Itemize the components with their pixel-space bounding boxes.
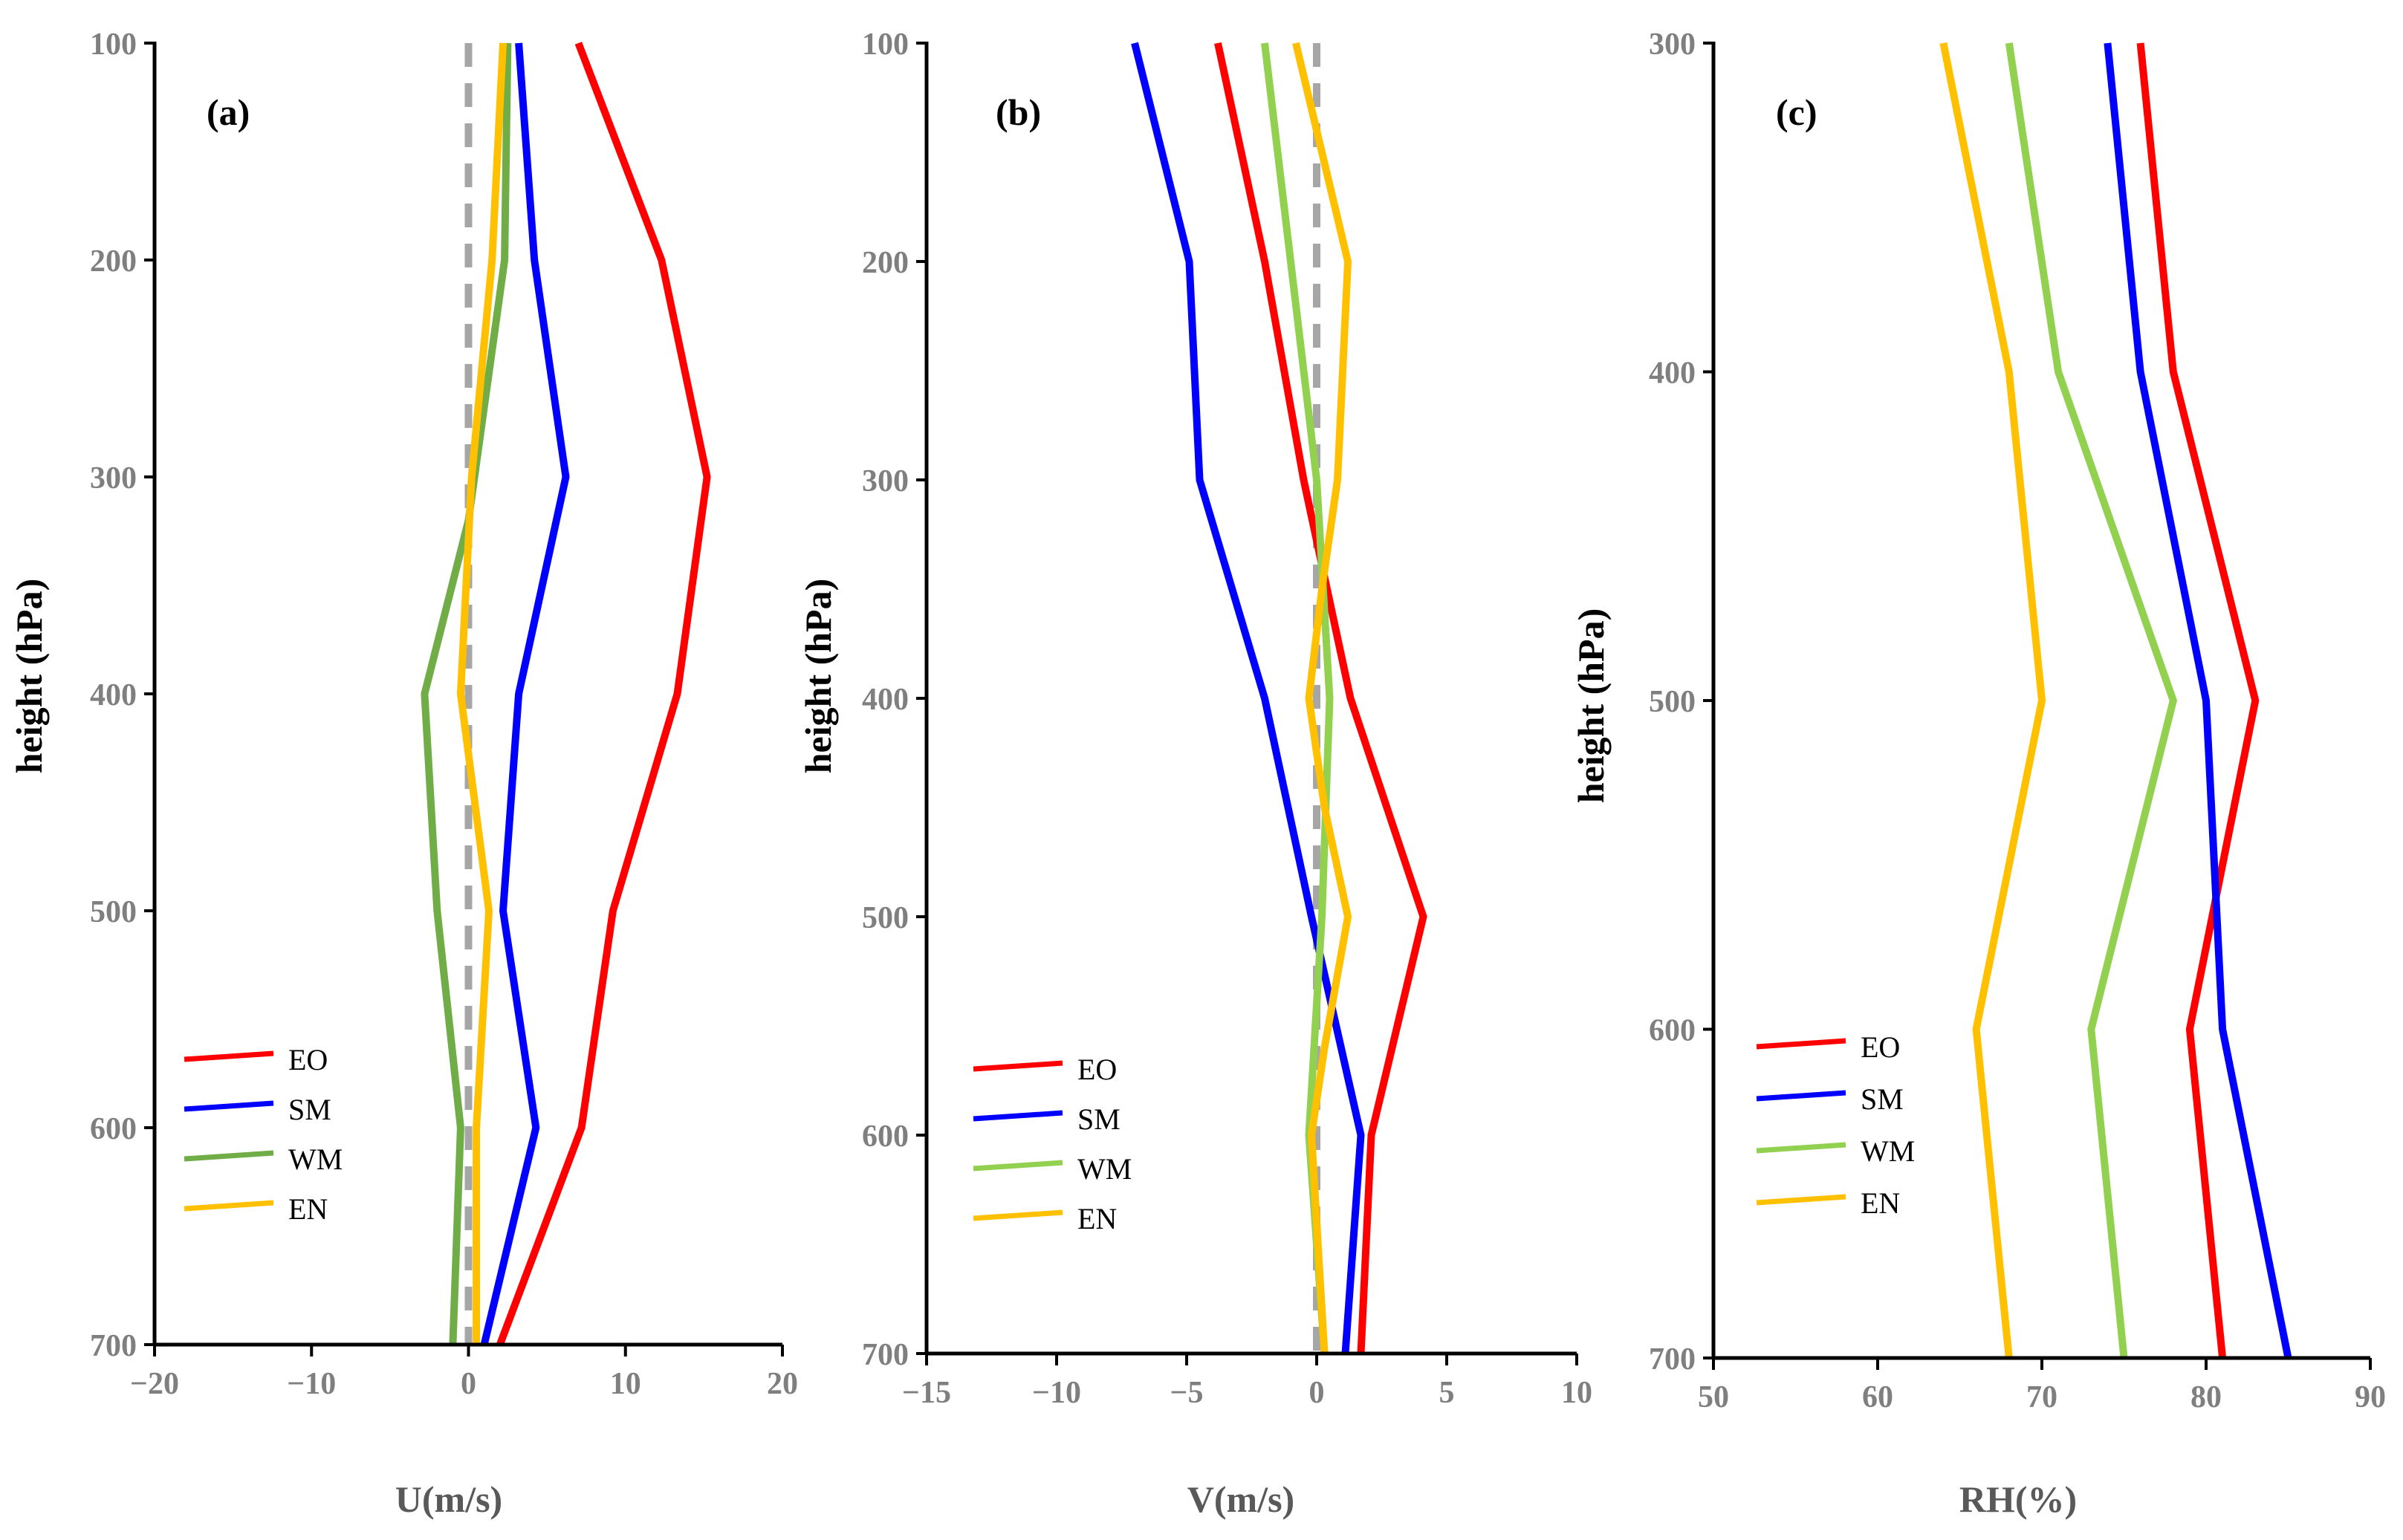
panel-label: (c) (1776, 91, 1817, 133)
legend-swatch-eo (1756, 1038, 1846, 1050)
legend-swatch-en (973, 1209, 1063, 1221)
x-tick-label: 60 (1862, 1380, 1893, 1414)
legend-swatch-sm (1756, 1090, 1846, 1102)
y-tick-label: 700 (1649, 1342, 1696, 1377)
x-tick-label: −5 (1170, 1376, 1204, 1410)
series-line-wm (2005, 42, 2178, 1359)
legend-swatch-eo (973, 1060, 1063, 1072)
y-axis-title: height (hPa) (1570, 608, 1612, 804)
legend-label-wm: WM (1861, 1134, 1915, 1168)
legend-label-eo: EO (1077, 1053, 1117, 1086)
series-line-wm (421, 42, 512, 1345)
legend: EO SM WM EN (1756, 1030, 1915, 1220)
x-tick-label: 20 (767, 1367, 798, 1401)
series-line-sm (480, 42, 570, 1346)
y-tick-label: 300 (1649, 27, 1696, 62)
x-axis-title: U(m/s) (395, 1478, 502, 1520)
y-tick-label: 500 (1649, 685, 1696, 719)
series-line-en (1292, 42, 1352, 1354)
legend-swatch-wm (1756, 1142, 1846, 1154)
panel-b: (b) V(m/s) height (hPa) −15 −10 −5 0 5 10 100 2… (797, 27, 1592, 1520)
legend-swatch-en (1756, 1194, 1846, 1206)
legend-label-en: EN (288, 1192, 328, 1226)
x-tick-label: 10 (610, 1367, 641, 1401)
y-tick-label: 100 (862, 27, 909, 62)
legend-label-en: EN (1077, 1202, 1117, 1235)
x-tick-label: −15 (902, 1376, 951, 1410)
x-tick-label: 80 (2190, 1380, 2222, 1414)
panel-label: (a) (207, 91, 250, 133)
y-tick-label: 600 (862, 1120, 909, 1154)
y-tick-label: 400 (90, 678, 137, 712)
legend-swatch-eo (184, 1050, 274, 1062)
series-line-en (1939, 42, 2046, 1359)
legend: EO SM WM EN (973, 1053, 1132, 1235)
series-line-en (456, 42, 507, 1345)
series-line-eo (2136, 42, 2260, 1359)
x-tick-label: 50 (1698, 1380, 1729, 1414)
legend-label-sm: SM (1861, 1082, 1904, 1116)
y-tick-label: 100 (90, 27, 137, 62)
x-tick-label: −10 (287, 1367, 336, 1401)
x-tick-label: −20 (130, 1367, 179, 1401)
x-tick-label: 70 (2026, 1380, 2057, 1414)
y-tick-label: 200 (862, 246, 909, 280)
series-line-sm (1131, 42, 1365, 1354)
panel-c: (c) RH(%) height (hPa) 50 60 70 80 90 300 400 5… (1570, 27, 2386, 1520)
series-line-sm (2104, 42, 2292, 1359)
legend-label-wm: WM (1077, 1152, 1132, 1186)
panel-label: (b) (996, 91, 1041, 133)
legend-label-sm: SM (1077, 1102, 1121, 1136)
y-tick-label: 300 (862, 464, 909, 498)
legend: EO SM WM EN (184, 1043, 343, 1226)
y-tick-label: 700 (90, 1329, 137, 1363)
legend-label-sm: SM (288, 1093, 331, 1126)
x-tick-label: 5 (1439, 1376, 1455, 1410)
panel-a: (a) U(m/s) height (hPa) −20 −10 0 10 20 100 20… (8, 27, 798, 1520)
y-tick-label: 600 (1649, 1014, 1696, 1048)
y-tick-label: 500 (862, 901, 909, 935)
y-tick-label: 500 (90, 895, 137, 929)
series-line-eo (496, 42, 711, 1346)
y-tick-label: 400 (1649, 357, 1696, 391)
legend-swatch-wm (184, 1150, 274, 1162)
y-tick-label: 400 (862, 683, 909, 717)
y-tick-label: 200 (90, 244, 137, 279)
y-axis-title: height (hPa) (797, 579, 839, 774)
legend-label-eo: EO (288, 1043, 328, 1076)
series-line-eo (1214, 42, 1427, 1354)
legend-label-wm: WM (288, 1143, 343, 1176)
x-tick-label: −10 (1032, 1376, 1081, 1410)
legend-swatch-sm (973, 1110, 1063, 1122)
y-tick-label: 600 (90, 1112, 137, 1146)
y-axis-title: height (hPa) (8, 579, 50, 774)
y-tick-label: 700 (862, 1338, 909, 1372)
x-tick-label: 0 (461, 1367, 476, 1401)
legend-label-eo: EO (1861, 1030, 1900, 1064)
legend-label-en: EN (1861, 1186, 1900, 1220)
x-tick-label: 90 (2355, 1380, 2386, 1414)
x-tick-label: 0 (1309, 1376, 1325, 1410)
y-tick-label: 300 (90, 461, 137, 496)
x-axis-title: V(m/s) (1187, 1478, 1294, 1520)
legend-swatch-en (184, 1200, 274, 1212)
legend-swatch-wm (973, 1160, 1063, 1172)
x-tick-label: 10 (1561, 1376, 1592, 1410)
x-axis-title: RH(%) (1959, 1478, 2077, 1520)
legend-swatch-sm (184, 1100, 274, 1112)
